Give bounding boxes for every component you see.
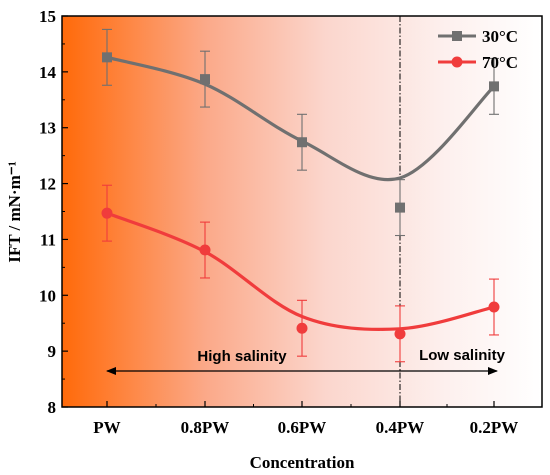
legend-label: 30°C — [482, 27, 518, 46]
x-tick-label: 0.2PW — [470, 418, 519, 437]
high-salinity-label: High salinity — [197, 348, 287, 365]
point-layer — [101, 52, 500, 340]
y-axis: 8 9 10 11 12 13 14 15 — [39, 7, 68, 417]
data-point — [394, 328, 406, 340]
data-point — [296, 322, 308, 334]
y-tick-label: 15 — [39, 7, 56, 26]
data-point — [489, 81, 499, 92]
data-point — [102, 52, 112, 63]
x-axis: PW 0.8PW 0.6PW 0.4PW 0.2PW — [93, 401, 518, 437]
data-point — [199, 244, 211, 256]
low-salinity-label: Low salinity — [419, 347, 506, 364]
legend: 30°C 70°C — [438, 27, 518, 72]
annotation-layer: High salinity Low salinity — [106, 347, 506, 375]
y-tick-label: 10 — [39, 286, 56, 305]
legend-label: 70°C — [482, 53, 518, 72]
y-tick-label: 9 — [48, 342, 57, 361]
y-tick-label: 12 — [39, 175, 56, 194]
x-axis-title: Concentration — [250, 453, 355, 472]
y-axis-title: IFT / mN·m⁻¹ — [5, 161, 24, 263]
data-point — [395, 202, 405, 213]
data-point — [488, 301, 500, 313]
data-point — [101, 207, 113, 219]
y-tick-label: 13 — [39, 119, 56, 138]
legend-marker — [451, 56, 463, 68]
legend-marker — [452, 31, 462, 41]
data-point — [200, 74, 210, 85]
x-tick-label: PW — [93, 418, 120, 437]
y-tick-label: 11 — [40, 230, 56, 249]
x-tick-label: 0.6PW — [278, 418, 327, 437]
data-point — [297, 137, 307, 148]
y-tick-label: 8 — [48, 398, 57, 417]
y-tick-label: 14 — [39, 63, 57, 82]
x-tick-label: 0.8PW — [181, 418, 230, 437]
x-tick-label: 0.4PW — [376, 418, 425, 437]
